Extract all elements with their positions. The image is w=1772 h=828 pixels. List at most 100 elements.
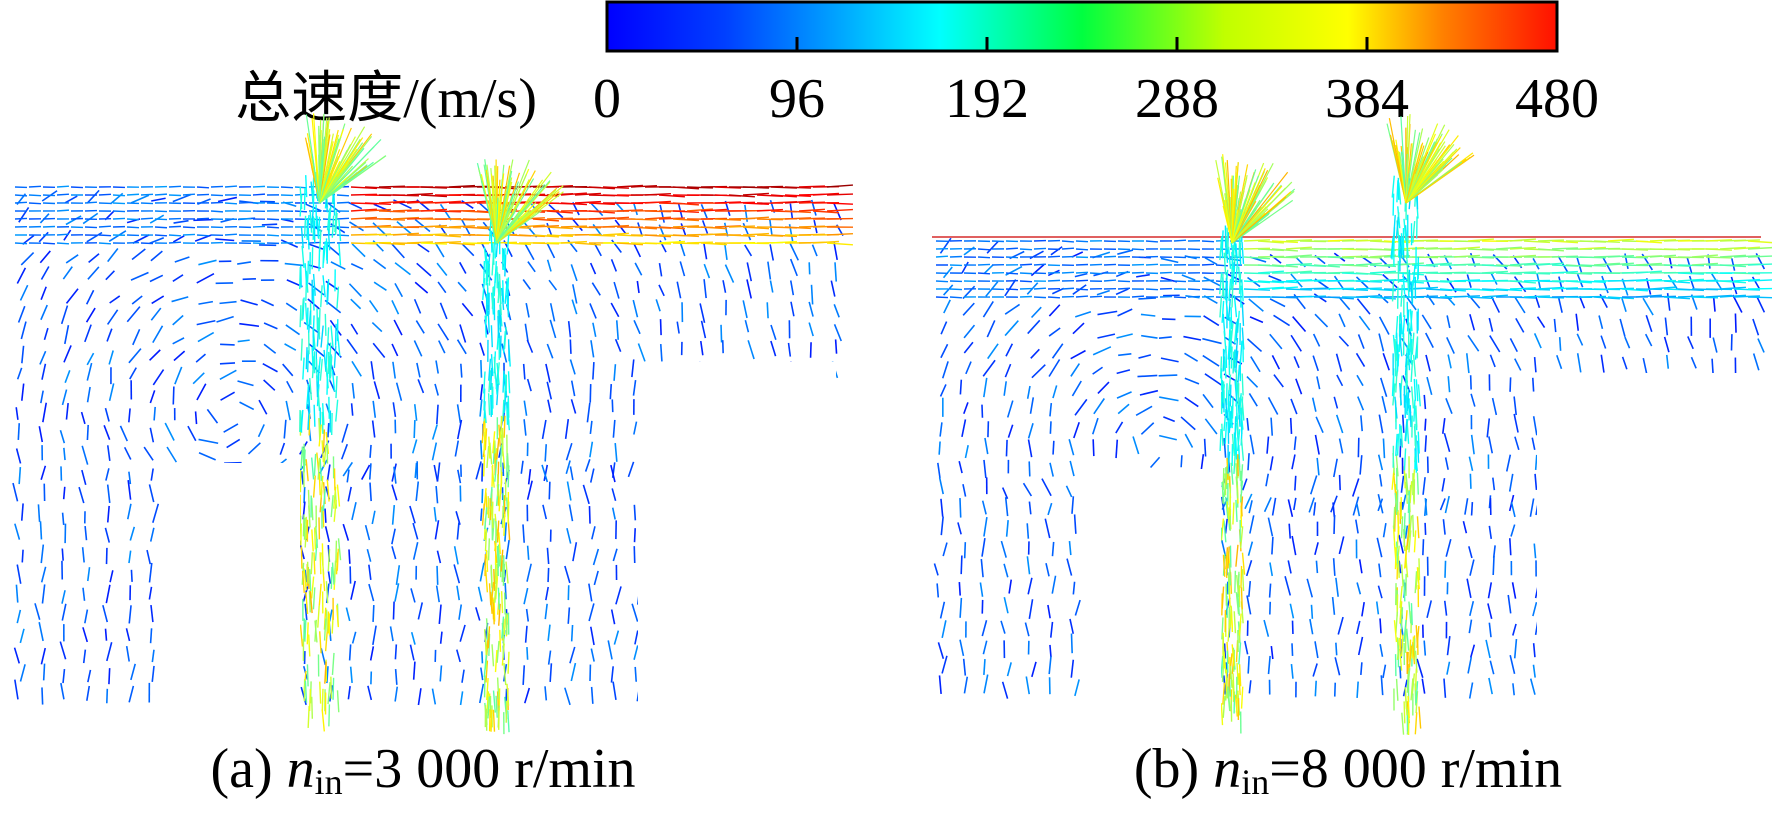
vector bbox=[1756, 296, 1766, 313]
vector bbox=[285, 400, 291, 421]
vector bbox=[672, 202, 699, 206]
vector bbox=[489, 367, 493, 390]
vector bbox=[1664, 317, 1669, 336]
vector bbox=[1441, 477, 1446, 492]
vector bbox=[1356, 681, 1359, 698]
vector bbox=[1224, 473, 1227, 496]
vector bbox=[1733, 278, 1760, 282]
vector bbox=[125, 628, 131, 642]
vector bbox=[494, 650, 498, 673]
vector bbox=[1357, 334, 1365, 349]
vector bbox=[333, 499, 337, 522]
vector bbox=[1513, 276, 1527, 293]
vector bbox=[611, 239, 622, 253]
vector bbox=[1513, 638, 1518, 659]
vector bbox=[522, 279, 532, 290]
vector bbox=[1469, 314, 1476, 331]
vector bbox=[1292, 316, 1307, 332]
vector bbox=[672, 186, 699, 190]
vector bbox=[335, 552, 339, 575]
vector bbox=[1404, 693, 1408, 716]
vector bbox=[172, 337, 185, 345]
vector bbox=[1414, 668, 1418, 691]
vector bbox=[410, 631, 416, 645]
vector bbox=[568, 504, 574, 522]
vector bbox=[370, 361, 375, 380]
vector bbox=[504, 582, 507, 600]
vector bbox=[490, 394, 493, 417]
vector bbox=[154, 218, 168, 221]
vector bbox=[1551, 270, 1578, 274]
vector bbox=[1691, 262, 1718, 266]
solid-region bbox=[638, 362, 836, 713]
vector bbox=[60, 305, 69, 325]
vector bbox=[1327, 296, 1354, 300]
vector bbox=[981, 537, 986, 557]
vector bbox=[1338, 297, 1351, 311]
vector bbox=[1239, 340, 1243, 363]
vector bbox=[1413, 399, 1416, 422]
vector bbox=[64, 370, 71, 384]
vector bbox=[266, 226, 280, 229]
vector bbox=[1406, 301, 1409, 324]
vector bbox=[461, 302, 474, 317]
vector bbox=[496, 520, 500, 543]
vector bbox=[1379, 377, 1388, 398]
vector bbox=[1607, 262, 1634, 266]
vector bbox=[1378, 563, 1382, 578]
vector bbox=[1534, 454, 1538, 471]
vector bbox=[1219, 428, 1222, 452]
vector bbox=[658, 240, 685, 244]
vector bbox=[1490, 272, 1498, 285]
vector bbox=[560, 202, 587, 206]
vector bbox=[547, 624, 551, 641]
vector bbox=[460, 363, 463, 378]
vector bbox=[496, 191, 560, 244]
caption-subscript: in bbox=[1241, 762, 1269, 802]
vector bbox=[1593, 262, 1620, 266]
vector bbox=[744, 319, 750, 333]
vector bbox=[299, 624, 304, 647]
vector bbox=[391, 528, 396, 545]
vector bbox=[602, 232, 629, 236]
vector bbox=[1313, 502, 1317, 516]
vector bbox=[56, 193, 70, 196]
vector bbox=[1221, 423, 1224, 446]
vector bbox=[1395, 611, 1399, 634]
vector bbox=[1139, 389, 1159, 396]
vector bbox=[1231, 182, 1256, 244]
vector bbox=[21, 383, 25, 401]
vector bbox=[152, 325, 164, 344]
vector bbox=[454, 440, 460, 457]
vector bbox=[1240, 438, 1245, 461]
vector bbox=[1051, 575, 1057, 594]
vector bbox=[456, 649, 461, 663]
vector bbox=[834, 262, 838, 282]
vector bbox=[959, 639, 965, 657]
vector bbox=[237, 261, 252, 265]
vector bbox=[371, 510, 376, 525]
vector bbox=[219, 369, 237, 381]
vector bbox=[1220, 368, 1223, 391]
vector bbox=[1202, 354, 1220, 367]
vector bbox=[411, 439, 418, 454]
vector bbox=[406, 217, 434, 220]
vector bbox=[1383, 248, 1410, 252]
vector bbox=[313, 453, 317, 476]
vector bbox=[1405, 168, 1444, 204]
vector bbox=[1601, 275, 1609, 294]
vector bbox=[1072, 322, 1085, 335]
vector bbox=[1116, 369, 1131, 375]
vector bbox=[728, 194, 755, 198]
vector bbox=[742, 226, 769, 230]
vector bbox=[1287, 560, 1292, 574]
vector bbox=[318, 583, 322, 606]
vector bbox=[172, 193, 192, 203]
vector bbox=[482, 454, 486, 477]
vector bbox=[301, 245, 305, 268]
vector bbox=[1233, 611, 1237, 634]
vector bbox=[477, 586, 483, 602]
vector bbox=[322, 488, 326, 512]
vector bbox=[481, 421, 485, 444]
vector bbox=[1019, 280, 1033, 283]
